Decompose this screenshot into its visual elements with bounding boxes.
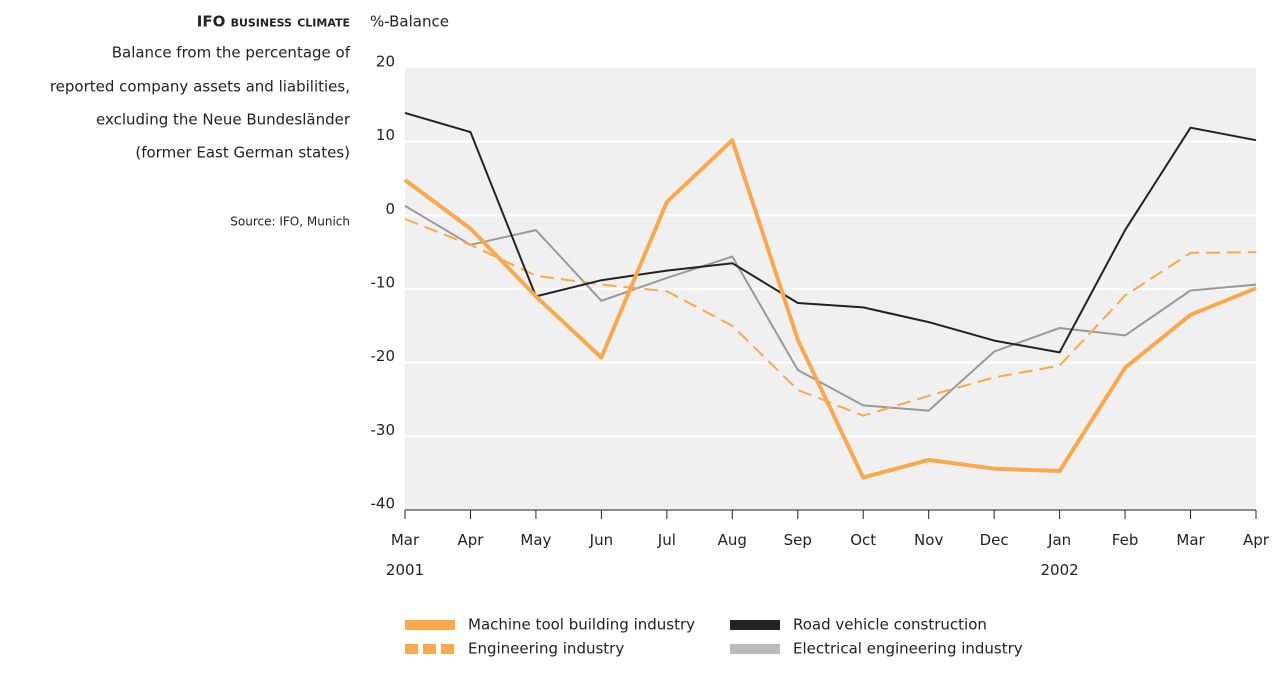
x-tick-label: Jan 2002 — [1041, 531, 1079, 579]
legend-swatch — [405, 644, 418, 654]
legend-swatch — [441, 644, 454, 654]
y-tick-label: -20 — [371, 347, 396, 365]
x-tick-label: Mar — [1176, 531, 1205, 549]
legend-swatch — [730, 620, 780, 630]
subtitle-line: reported company assets and liabilities, — [50, 78, 350, 96]
y-tick-label: -30 — [371, 421, 396, 439]
x-tick-label: Feb — [1112, 531, 1139, 549]
x-tick-label: Dec — [980, 531, 1009, 549]
x-tick-label: Jul — [657, 531, 676, 549]
legend-label: Machine tool building industry — [468, 616, 695, 634]
legend-label: Electrical engineering industry — [793, 640, 1023, 658]
subtitle-line: Balance from the percentage of — [112, 44, 351, 62]
y-tick-label: 0 — [385, 200, 395, 218]
subtitle-line: (former East German states) — [135, 144, 350, 162]
y-tick-label: -10 — [371, 274, 396, 292]
x-tick-label: Jun — [589, 531, 613, 549]
x-tick-label: Sep — [784, 531, 812, 549]
series-line — [404, 204, 1257, 412]
y-tick-label: 10 — [376, 126, 395, 144]
chart-title: IFO business climate — [197, 13, 350, 31]
y-tick-label: -40 — [371, 495, 396, 513]
y-axis-label: %-Balance — [370, 13, 449, 31]
x-tick-label: Oct — [850, 531, 876, 549]
y-tick-label: 20 — [376, 53, 395, 71]
legend-swatch — [730, 644, 780, 654]
series-line — [404, 218, 1257, 417]
series-line — [404, 111, 1257, 354]
x-tick-label: May — [520, 531, 551, 549]
x-tick-label: Apr — [457, 531, 484, 549]
subtitle-line: excluding the Neue Bundesländer — [96, 111, 351, 129]
legend-label: Road vehicle construction — [793, 616, 987, 634]
legend-swatch — [405, 620, 455, 630]
x-tick-label: Nov — [914, 531, 943, 549]
x-tick-label: Mar 2001 — [386, 531, 424, 579]
legend-swatch — [423, 644, 436, 654]
x-tick-label: Aug — [718, 531, 747, 549]
source: Source: IFO, Munich — [230, 215, 350, 229]
legend-label: Engineering industry — [468, 640, 624, 658]
x-tick-label: Apr — [1243, 531, 1270, 549]
series-line — [403, 138, 1257, 480]
